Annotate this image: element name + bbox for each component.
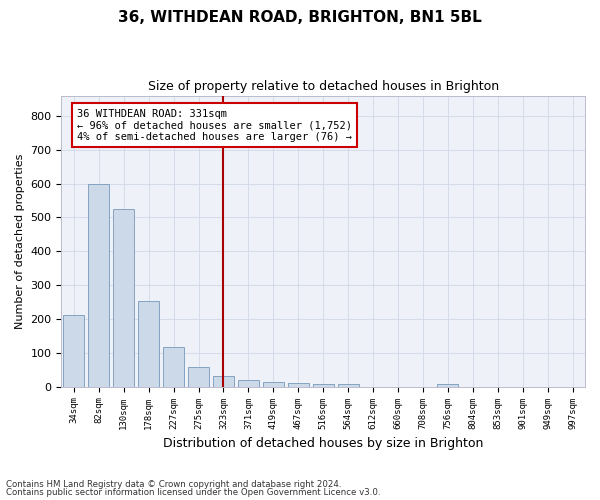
Bar [287, 384, 309, 386]
Bar [338, 384, 359, 386]
Text: Contains HM Land Registry data © Crown copyright and database right 2024.: Contains HM Land Registry data © Crown c… [6, 480, 341, 489]
Text: 36 WITHDEAN ROAD: 331sqm
← 96% of detached houses are smaller (1,752)
4% of semi: 36 WITHDEAN ROAD: 331sqm ← 96% of detach… [77, 108, 352, 142]
Text: Contains public sector information licensed under the Open Government Licence v3: Contains public sector information licen… [6, 488, 380, 497]
Bar [238, 380, 259, 386]
Bar [313, 384, 334, 386]
Bar [263, 382, 284, 386]
Y-axis label: Number of detached properties: Number of detached properties [15, 154, 25, 329]
Bar [163, 347, 184, 387]
Text: 36, WITHDEAN ROAD, BRIGHTON, BN1 5BL: 36, WITHDEAN ROAD, BRIGHTON, BN1 5BL [118, 10, 482, 25]
Bar [213, 376, 234, 386]
Bar [138, 301, 159, 386]
Bar [63, 314, 85, 386]
X-axis label: Distribution of detached houses by size in Brighton: Distribution of detached houses by size … [163, 437, 484, 450]
Bar [88, 184, 109, 386]
Bar [437, 384, 458, 386]
Title: Size of property relative to detached houses in Brighton: Size of property relative to detached ho… [148, 80, 499, 93]
Bar [113, 209, 134, 386]
Bar [188, 368, 209, 386]
